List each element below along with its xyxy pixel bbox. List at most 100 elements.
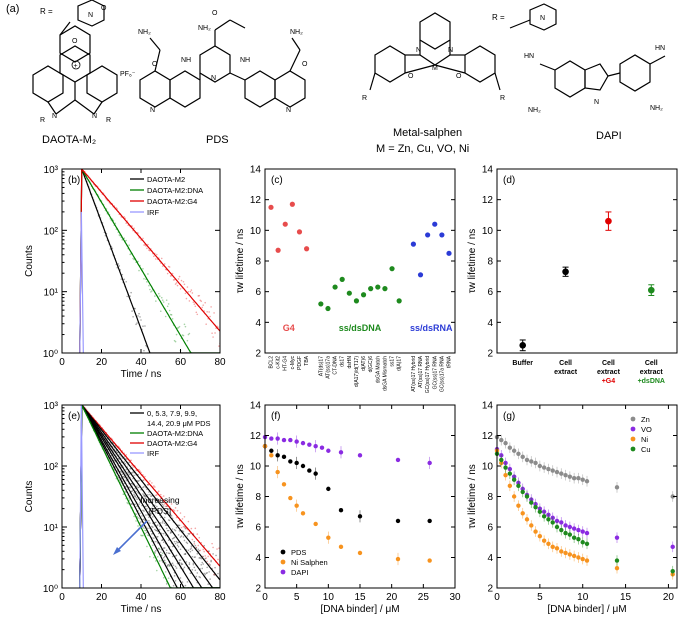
data-point	[537, 509, 543, 514]
data-dot	[156, 538, 158, 540]
dapi-name: DAPI	[596, 130, 622, 142]
group-ss-dsdna: AT(ds)17 AT(ss)17a CT-DNA ds17 dsHN d(A17)/d(…	[318, 266, 403, 391]
y-tick-label: 10	[250, 226, 262, 237]
data-point	[584, 558, 590, 563]
data-point	[427, 460, 432, 466]
data-dot	[175, 540, 178, 543]
data-point	[446, 250, 452, 256]
data-point	[503, 472, 508, 478]
data-dot	[193, 540, 196, 543]
panel-label: (f)	[271, 411, 280, 422]
data-point	[519, 342, 527, 349]
data-dot	[131, 503, 133, 505]
category-label: dsGA Mismatch	[382, 356, 388, 391]
data-dot	[167, 529, 170, 532]
group-label: G4	[283, 323, 295, 333]
data-dot	[159, 554, 162, 557]
y-tick-label: 6	[487, 523, 493, 534]
category-label: Buffer	[512, 360, 533, 367]
data-dot	[139, 512, 141, 515]
data-point	[554, 518, 560, 524]
data-dot	[193, 566, 196, 569]
data-dot	[164, 268, 167, 271]
y-tick-label: 12	[250, 195, 262, 206]
data-dot	[145, 514, 147, 516]
data-point	[304, 246, 310, 252]
data-point	[580, 540, 585, 545]
data-dot	[160, 257, 163, 260]
data-dot	[198, 549, 201, 552]
data-dot	[178, 275, 181, 278]
y-axis-label: Counts	[24, 481, 35, 513]
data-point	[584, 541, 590, 546]
data-dot	[137, 525, 139, 527]
data-dot	[200, 557, 203, 560]
category-label: BCL2	[269, 356, 275, 369]
data-point	[571, 553, 577, 559]
data-dot	[151, 495, 153, 497]
category-label: c-Kit2	[276, 356, 282, 369]
data-dot	[174, 340, 177, 343]
data-point	[533, 460, 538, 466]
data-dot	[160, 554, 163, 557]
data-dot	[146, 281, 148, 283]
group-label: ss/dsDNA	[339, 323, 382, 333]
data-dot	[146, 545, 148, 548]
data-dot	[188, 300, 191, 302]
data-dot	[179, 559, 182, 561]
data-dot	[160, 539, 163, 542]
pds-quinoline-n-right: N	[286, 107, 291, 114]
data-point	[614, 565, 620, 571]
data-dot	[201, 567, 204, 570]
data-dot	[209, 315, 211, 318]
data-dot	[204, 301, 206, 304]
data-point	[326, 486, 331, 492]
data-dot	[161, 539, 164, 542]
data-point	[533, 504, 538, 510]
data-point	[563, 523, 568, 528]
data-point	[313, 471, 318, 476]
data-dot	[129, 468, 131, 470]
x-tick-label: 60	[175, 357, 187, 368]
legend-label: DAOTA-M2	[147, 175, 185, 184]
data-dot	[191, 549, 194, 552]
data-point	[313, 521, 318, 527]
data-dot	[173, 529, 176, 531]
data-point	[281, 437, 287, 443]
daota-ring-o: O	[72, 38, 78, 45]
data-point	[520, 511, 525, 516]
data-dot	[174, 507, 177, 509]
category-label: AT(ds)17	[318, 356, 324, 376]
legend-swatch	[280, 559, 286, 565]
x-tick-label: 80	[214, 592, 226, 603]
data-point	[275, 453, 280, 458]
data-dot	[212, 336, 214, 338]
data-dot	[166, 272, 169, 275]
data-dot	[187, 532, 190, 535]
data-dot	[128, 486, 130, 489]
data-dot	[149, 501, 151, 504]
data-dot	[138, 479, 140, 482]
data-dot	[194, 527, 197, 530]
data-dot	[136, 498, 138, 501]
y-tick-label: 10¹	[44, 523, 59, 534]
series-vo	[494, 443, 675, 553]
y-tick-label: 4	[255, 318, 261, 329]
data-dot	[171, 555, 174, 558]
legend-swatch	[630, 426, 636, 432]
data-dot	[130, 459, 132, 462]
salphen-r-right: R	[500, 95, 505, 102]
legend-label: IRF	[147, 208, 160, 217]
data-point	[294, 439, 299, 444]
group-ss-dsrna: AT(ss)17 Hybrid AT(ss)17 RNA GC(ss)17 Hybr…	[410, 221, 453, 393]
data-dot	[173, 278, 176, 281]
data-dot	[203, 550, 205, 553]
data-dot	[186, 535, 189, 537]
data-point	[541, 514, 547, 519]
data-dot	[166, 565, 169, 567]
data-dot	[178, 325, 181, 328]
data-dot	[168, 552, 171, 555]
data-dot	[129, 295, 131, 297]
data-dot	[166, 529, 169, 532]
data-dot	[155, 549, 157, 552]
